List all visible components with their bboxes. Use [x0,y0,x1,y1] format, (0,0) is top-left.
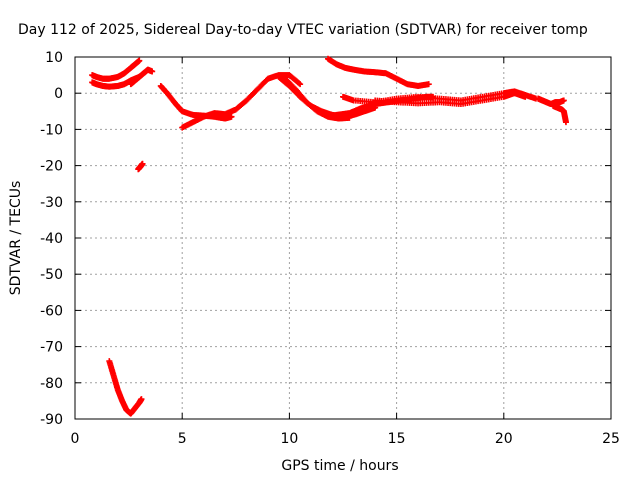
axis-ticks [74,56,612,420]
x-tick-label: 15 [388,431,406,447]
series-arc-6 [275,73,379,119]
data-point [425,81,432,88]
y-tick-label: -40 [40,231,63,247]
data-point [138,396,145,403]
series-arc-13 [550,102,569,126]
y-tick-label: -90 [40,412,63,428]
series-arc-9 [324,55,432,89]
data-point [139,160,146,167]
data-point [228,113,235,120]
data-point [149,68,156,75]
y-tick-label: -70 [40,340,63,356]
series-arc-12 [535,95,567,108]
y-axis-title: SDTVAR / TECUs [8,181,24,296]
data-point [522,93,529,100]
data-marks [89,55,569,417]
series-arc-4 [157,82,235,122]
data-point [562,119,569,126]
y-tick-label: -60 [40,303,63,319]
x-tick-label: 5 [178,431,187,447]
series-arc-1a [89,57,143,82]
x-tick-label: 20 [495,431,513,447]
series-arc-3 [106,358,145,417]
data-point [296,80,303,87]
x-tick-labels: 0 5 10 15 20 25 [71,431,620,447]
y-tick-label: -10 [40,122,63,138]
series-arc-2 [135,160,146,173]
data-point [297,81,304,88]
y-tick-label: -80 [40,376,63,392]
series-arc-5 [179,72,304,131]
y-tick-label: -30 [40,195,63,211]
x-tick-label: 0 [71,431,80,447]
x-axis-title: GPS time / hours [281,458,398,474]
chart-title: Day 112 of 2025, Sidereal Day-to-day VTE… [18,22,588,38]
y-tick-label: 0 [54,86,63,102]
y-tick-label: -50 [40,267,63,283]
series-arc-1c [127,66,156,88]
series-arc-11 [372,90,529,108]
y-tick-label: -20 [40,159,63,175]
data-point [560,97,567,104]
series-arc-7 [282,75,353,122]
x-tick-label: 10 [280,431,298,447]
y-tick-labels: 10 0 -10 -20 -30 -40 -50 -60 -70 -80 -90 [40,50,63,428]
data-point [136,57,143,64]
y-tick-label: 10 [45,50,63,66]
x-tick-label: 25 [602,431,620,447]
